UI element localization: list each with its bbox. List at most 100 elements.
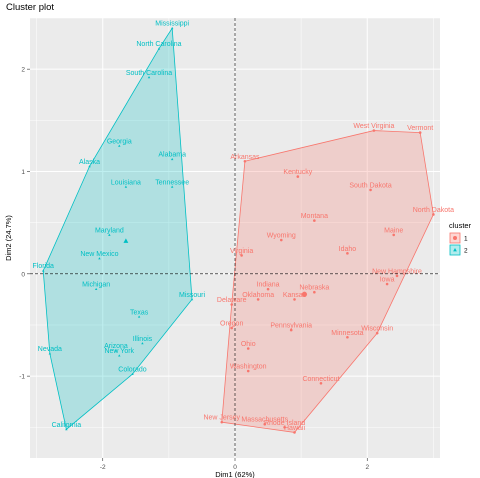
y-axis-title: Dim2 (24.7%) bbox=[4, 215, 13, 261]
data-point bbox=[131, 372, 134, 375]
data-point bbox=[289, 328, 293, 332]
data-point bbox=[283, 426, 286, 429]
point-label: Wyoming bbox=[267, 233, 296, 240]
point-label: South Dakota bbox=[349, 182, 392, 189]
data-point bbox=[114, 349, 118, 352]
point-label: Iowa bbox=[380, 277, 395, 284]
data-point bbox=[240, 254, 243, 257]
point-label: Missouri bbox=[179, 292, 206, 299]
data-point bbox=[319, 382, 323, 385]
data-point bbox=[256, 298, 260, 301]
data-point bbox=[230, 326, 233, 330]
point-label: Indiana bbox=[257, 282, 280, 289]
point-label: Mississippi bbox=[155, 21, 189, 28]
point-label: Minnesota bbox=[331, 330, 363, 337]
point-label: Delaware bbox=[217, 297, 247, 304]
data-point bbox=[293, 298, 296, 301]
point-label: Oklahoma bbox=[242, 292, 274, 299]
data-point bbox=[124, 185, 128, 188]
point-label: Maine bbox=[384, 227, 403, 234]
data-point bbox=[313, 219, 316, 222]
data-point bbox=[369, 188, 372, 192]
data-point bbox=[418, 131, 422, 134]
zero-lines bbox=[30, 18, 440, 458]
data-point bbox=[266, 287, 270, 291]
data-point bbox=[346, 335, 349, 339]
data-point bbox=[141, 342, 144, 345]
data-point bbox=[98, 257, 101, 260]
point-label: Kansas bbox=[283, 292, 307, 299]
data-point bbox=[170, 157, 174, 161]
x-tick-label: 0 bbox=[233, 464, 237, 471]
data-point bbox=[157, 47, 161, 50]
point-label: New York bbox=[104, 348, 134, 355]
legend: cluster 1 2 bbox=[449, 221, 472, 256]
point-label: Colorado bbox=[118, 367, 147, 374]
data-point bbox=[246, 369, 250, 373]
point-label: California bbox=[52, 422, 82, 429]
point-label: West Virginia bbox=[353, 123, 394, 130]
x-tick-label: -2 bbox=[100, 464, 106, 471]
point-label: Texas bbox=[130, 309, 149, 316]
data-point bbox=[118, 144, 121, 147]
point-label: Maryland bbox=[95, 227, 124, 234]
data-points bbox=[42, 26, 435, 434]
point-label: Alabama bbox=[158, 152, 186, 159]
legend-label-2: 2 bbox=[464, 248, 468, 255]
plot-area: West Virginia Vermont Arkansas Kentucky Sout… bbox=[30, 17, 455, 458]
point-label: Rhode Island bbox=[264, 420, 305, 427]
data-point bbox=[220, 420, 224, 424]
data-point bbox=[392, 233, 396, 237]
data-point bbox=[65, 428, 68, 431]
y-tick-label: 2 bbox=[21, 67, 25, 74]
data-point bbox=[137, 315, 141, 318]
data-point bbox=[385, 282, 389, 286]
point-label: Michigan bbox=[82, 282, 110, 289]
y-tick-label: -1 bbox=[19, 374, 25, 381]
chart-title: Cluster plot bbox=[6, 2, 54, 13]
point-label: Montana bbox=[301, 213, 328, 220]
axis-ticks: -2 0 2 -1 0 1 2 bbox=[19, 67, 369, 471]
point-labels: West Virginia Vermont Arkansas Kentucky Sout… bbox=[33, 21, 455, 432]
data-point bbox=[279, 238, 283, 242]
cluster-1-centroid bbox=[301, 291, 308, 297]
point-label: Oregon bbox=[220, 321, 243, 328]
data-point bbox=[48, 352, 52, 355]
point-label: Georgia bbox=[107, 138, 132, 145]
point-label: Tennessee bbox=[155, 179, 189, 186]
data-point bbox=[296, 175, 300, 178]
point-label: Arkansas bbox=[230, 154, 260, 161]
data-point bbox=[108, 233, 111, 236]
point-label: Virginia bbox=[230, 248, 253, 255]
cluster-hulls bbox=[42, 27, 434, 433]
point-label: Ohio bbox=[241, 341, 256, 348]
data-point bbox=[346, 252, 349, 255]
data-point bbox=[190, 298, 194, 301]
point-label: Washington bbox=[230, 364, 267, 371]
point-label: Connecticut bbox=[302, 376, 339, 383]
data-point bbox=[94, 287, 98, 291]
point-label: Massachusetts bbox=[241, 417, 288, 424]
point-label: Wisconsin bbox=[361, 326, 393, 333]
x-tick-label: 2 bbox=[365, 464, 369, 471]
data-point bbox=[42, 269, 45, 272]
y-tick-label: 0 bbox=[21, 271, 25, 278]
y-tick-label: 1 bbox=[21, 169, 25, 176]
point-label: Nebraska bbox=[299, 285, 329, 292]
point-label: Alaska bbox=[79, 159, 100, 166]
point-label: Pennsylvania bbox=[270, 323, 312, 330]
point-label: North Carolina bbox=[136, 41, 181, 48]
point-label: Illinois bbox=[133, 336, 153, 343]
data-point bbox=[170, 185, 174, 188]
data-point bbox=[147, 76, 151, 79]
data-point bbox=[118, 354, 121, 357]
point-label: North Dakota bbox=[413, 207, 454, 214]
data-point bbox=[263, 422, 267, 426]
data-point bbox=[395, 274, 399, 278]
data-point bbox=[313, 290, 316, 294]
point-label: Vermont bbox=[407, 125, 433, 132]
data-point bbox=[230, 303, 233, 306]
cluster-2-centroid bbox=[123, 238, 129, 243]
data-point bbox=[170, 26, 174, 30]
